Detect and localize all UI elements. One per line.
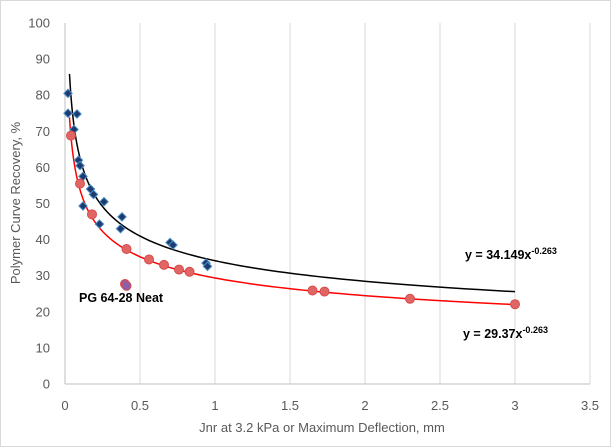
equation-red-trendline: y = 29.37x-0.263 [463,325,548,341]
x-tick-2.5: 2.5 [431,398,449,413]
point-s1-0 [66,130,76,141]
y-tick-70: 70 [36,124,50,139]
y-axis-title: Polymer Curve Recovery, % [8,121,23,284]
point-s0-15 [168,240,178,250]
x-tick-0: 0 [61,398,68,413]
x-tick-1.5: 1.5 [281,398,299,413]
point-s0-5 [75,160,85,171]
equation-red-exponent: -0.263 [522,325,548,335]
point-s1-8 [307,285,318,296]
point-s1-11 [510,299,520,310]
y-tick-labels: 0 10 20 30 40 50 60 70 80 90 100 [28,16,50,392]
data-points [63,88,520,310]
grid-lines [139,23,591,384]
point-s1-9 [319,286,330,297]
point-s1-10 [405,293,415,304]
axes [64,23,590,385]
trendlines [68,73,516,306]
x-tick-labels: 0 0.5 1 1.5 2 2.5 3 3.5 [61,398,599,413]
equation-black-base: y = 34.149x [465,248,531,262]
label-pg-64-28-neat: PG 64-28 Neat [79,291,164,305]
point-s0-17 [202,261,213,272]
trendline-series-0 [68,73,516,293]
point-s0-1 [63,108,73,119]
point-s1-7 [184,266,195,277]
y-tick-0: 0 [43,377,50,392]
x-tick-0.5: 0.5 [131,398,149,413]
point-s1-6 [174,264,184,275]
y-tick-100: 100 [28,16,50,31]
x-tick-3.5: 3.5 [581,398,599,413]
equation-red-base: y = 29.37x [463,327,522,341]
y-tick-30: 30 [36,268,50,283]
point-s0-11 [99,196,109,207]
point-s1-1 [75,178,85,189]
point-s2-1 [121,280,132,291]
y-tick-40: 40 [36,232,50,247]
y-tick-10: 10 [36,340,50,355]
equation-black-exponent: -0.263 [531,246,557,256]
x-axis-title: Jnr at 3.2 kPa or Maximum Deflection, mm [199,420,445,435]
point-s0-9 [88,189,99,200]
point-s0-3 [72,109,82,119]
x-tick-1: 1 [211,398,218,413]
y-tick-90: 90 [36,52,50,67]
equation-black-trendline: y = 34.149x-0.263 [465,246,557,262]
y-tick-20: 20 [36,304,50,319]
y-tick-60: 60 [36,160,50,175]
point-s0-12 [115,223,126,234]
point-s0-10 [94,219,105,229]
point-s1-4 [144,254,154,265]
trendline-series-1 [68,117,516,306]
point-s0-7 [78,201,88,211]
y-tick-50: 50 [36,196,50,211]
point-s1-2 [87,209,97,220]
point-s1-3 [121,243,132,254]
x-tick-2: 2 [361,398,368,413]
point-s0-0 [63,88,73,99]
point-s0-13 [117,211,127,222]
y-tick-80: 80 [36,88,50,103]
point-s1-5 [159,259,169,270]
x-tick-3: 3 [511,398,518,413]
